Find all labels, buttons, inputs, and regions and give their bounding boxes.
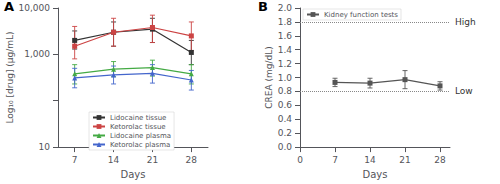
svg-text:21: 21 bbox=[399, 155, 410, 165]
svg-text:High: High bbox=[455, 17, 476, 27]
svg-text:7: 7 bbox=[72, 155, 78, 165]
svg-text:1.4: 1.4 bbox=[278, 45, 293, 55]
svg-text:1.6: 1.6 bbox=[278, 31, 293, 41]
svg-text:Ketorolac plasma: Ketorolac plasma bbox=[110, 141, 170, 149]
svg-text:Kidney function tests: Kidney function tests bbox=[324, 11, 398, 19]
svg-text:28: 28 bbox=[434, 155, 446, 165]
svg-text:0: 0 bbox=[297, 155, 303, 165]
svg-text:Lidocaine plasma: Lidocaine plasma bbox=[110, 132, 171, 140]
svg-text:14: 14 bbox=[108, 155, 120, 165]
svg-text:21: 21 bbox=[147, 155, 158, 165]
svg-text:7: 7 bbox=[332, 155, 338, 165]
svg-text:28: 28 bbox=[186, 155, 198, 165]
svg-text:1.8: 1.8 bbox=[278, 17, 293, 27]
svg-text:Low: Low bbox=[455, 86, 473, 96]
svg-text:0.4: 0.4 bbox=[278, 114, 293, 124]
svg-text:0.2: 0.2 bbox=[278, 128, 292, 138]
svg-text:B: B bbox=[258, 0, 268, 14]
svg-text:1.2: 1.2 bbox=[278, 59, 292, 69]
svg-text:CREA (mg/dL): CREA (mg/dL) bbox=[264, 46, 274, 109]
svg-text:14: 14 bbox=[364, 155, 376, 165]
svg-text:10,000: 10,000 bbox=[19, 3, 51, 13]
svg-text:1,000: 1,000 bbox=[24, 49, 50, 59]
svg-text:1.0: 1.0 bbox=[278, 73, 293, 83]
svg-text:Lidocaine tissue: Lidocaine tissue bbox=[110, 114, 166, 122]
svg-text:Ketorolac tissue: Ketorolac tissue bbox=[110, 123, 166, 131]
svg-text:Days: Days bbox=[121, 169, 146, 180]
svg-text:Days: Days bbox=[363, 169, 388, 180]
svg-text:0.6: 0.6 bbox=[278, 100, 293, 110]
svg-text:A: A bbox=[4, 0, 14, 14]
svg-text:0.8: 0.8 bbox=[278, 86, 293, 96]
svg-text:10: 10 bbox=[39, 142, 51, 152]
svg-text:Log₁₀ [drug] (µg/mL): Log₁₀ [drug] (µg/mL) bbox=[5, 31, 15, 123]
svg-text:2.0: 2.0 bbox=[278, 3, 293, 13]
svg-text:0.0: 0.0 bbox=[278, 142, 293, 152]
